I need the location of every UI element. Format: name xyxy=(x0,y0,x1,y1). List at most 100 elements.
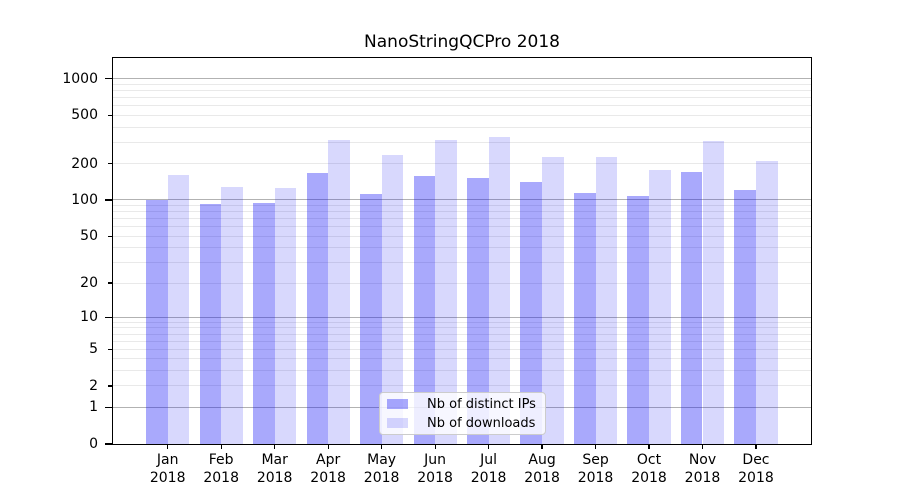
minor-gridline-300 xyxy=(113,141,811,143)
minor-gridline-600 xyxy=(113,105,811,107)
bar-downloads-apr xyxy=(328,139,350,444)
bar-distinct-ips-dec xyxy=(734,190,756,444)
bar-downloads-jul xyxy=(488,137,511,444)
chart-title: NanoStringQCPro 2018 xyxy=(364,32,560,52)
x-tick-nov xyxy=(701,444,704,449)
y-tick-label-50: 50 xyxy=(80,228,98,245)
x-tick-sep xyxy=(594,444,597,449)
bar-downloads-feb xyxy=(221,187,243,444)
y-tick-label-1000: 1000 xyxy=(62,70,98,87)
y-axis: 0 1 2 5 10 20 50 100 200 500 1000 xyxy=(0,58,112,452)
bar-distinct-ips-nov xyxy=(680,172,703,444)
x-tick-may xyxy=(381,444,383,449)
legend-label-downloads: Nb of downloads xyxy=(427,415,536,431)
y-tick-label-0: 0 xyxy=(89,436,98,452)
x-label-jan: Jan 2018 xyxy=(149,452,186,486)
minor-gridline-80 xyxy=(113,211,811,213)
x-tick-apr xyxy=(327,444,329,449)
minor-gridline-700 xyxy=(113,97,811,99)
minor-gridline-60 xyxy=(113,226,811,228)
x-tick-feb xyxy=(220,444,222,449)
minor-gridline-3 xyxy=(113,370,811,372)
minor-gridline-40 xyxy=(113,247,811,249)
y-tick-label-500: 500 xyxy=(71,107,98,124)
y-tick-20 xyxy=(107,282,112,284)
minor-gridline-4 xyxy=(113,358,811,360)
x-label-dec: Dec 2018 xyxy=(738,452,774,486)
bar-distinct-ips-jun xyxy=(413,176,436,444)
y-tick-100 xyxy=(105,199,112,201)
x-label-feb: Feb 2018 xyxy=(203,452,239,486)
minor-gridline-400 xyxy=(113,126,811,128)
minor-gridline-70 xyxy=(113,218,811,220)
major-gridline-1000 xyxy=(113,78,811,80)
major-gridline-100 xyxy=(113,199,811,201)
legend-item-distinct-ips: Nb of distinct IPs xyxy=(387,397,545,412)
bar-distinct-ips-sep xyxy=(573,193,596,444)
major-gridline-10 xyxy=(113,316,811,318)
x-label-aug: Aug 2018 xyxy=(524,452,560,486)
bar-downloads-mar xyxy=(274,188,297,444)
bar-distinct-ips-feb xyxy=(199,204,222,444)
x-tick-aug xyxy=(541,444,543,449)
bar-downloads-dec xyxy=(755,161,778,444)
minor-gridline-7 xyxy=(113,333,811,335)
bar-distinct-ips-oct xyxy=(627,195,649,444)
minor-gridline-50 xyxy=(113,235,811,237)
legend: Nb of distinct IPs Nb of downloads xyxy=(379,392,546,435)
bar-downloads-nov xyxy=(702,140,725,444)
x-label-oct: Oct 2018 xyxy=(631,452,667,486)
x-label-may: May 2018 xyxy=(363,452,400,486)
bar-downloads-oct xyxy=(649,170,671,444)
y-tick-label-100: 100 xyxy=(71,191,98,208)
y-tick-1 xyxy=(105,406,112,408)
x-tick-jan xyxy=(167,444,169,449)
legend-swatch-distinct-ips xyxy=(387,399,408,409)
bar-downloads-jun xyxy=(435,139,457,444)
x-tick-oct xyxy=(648,444,650,449)
bar-distinct-ips-mar xyxy=(253,203,275,444)
bar-distinct-ips-apr xyxy=(306,173,329,444)
bar-downloads-may xyxy=(381,155,404,444)
minor-gridline-8 xyxy=(113,327,811,329)
y-tick-label-1: 1 xyxy=(89,399,98,416)
x-label-sep: Sep 2018 xyxy=(577,452,614,486)
bar-downloads-aug xyxy=(542,156,564,444)
minor-gridline-800 xyxy=(113,90,811,91)
x-label-mar: Mar 2018 xyxy=(256,452,293,486)
x-label-jun: Jun 2018 xyxy=(417,452,453,486)
minor-gridline-9 xyxy=(113,321,811,323)
bar-downloads-sep xyxy=(595,157,618,444)
minor-gridline-20 xyxy=(113,282,811,284)
y-tick-label-10: 10 xyxy=(80,309,98,326)
x-tick-jul xyxy=(487,444,490,449)
minor-gridline-90 xyxy=(113,205,811,206)
y-tick-2 xyxy=(107,385,112,387)
bar-distinct-ips-may xyxy=(360,194,382,444)
y-tick-label-2: 2 xyxy=(89,377,98,394)
minor-gridline-5 xyxy=(113,348,811,350)
minor-gridline-500 xyxy=(113,114,811,116)
y-tick-5 xyxy=(107,348,112,350)
x-tick-mar xyxy=(274,444,276,449)
y-tick-10 xyxy=(105,316,112,318)
x-label-jul: Jul 2018 xyxy=(470,452,507,486)
minor-gridline-200 xyxy=(113,163,811,165)
minor-gridline-30 xyxy=(113,261,811,263)
bar-distinct-ips-jan xyxy=(146,199,168,444)
y-tick-label-200: 200 xyxy=(71,155,98,172)
plot-area xyxy=(112,57,812,445)
y-tick-200 xyxy=(107,162,112,165)
y-tick-50 xyxy=(107,235,112,237)
y-tick-label-5: 5 xyxy=(89,341,98,358)
y-tick-0 xyxy=(105,443,112,445)
minor-gridline-900 xyxy=(113,83,811,85)
legend-item-downloads: Nb of downloads xyxy=(387,416,545,431)
y-tick-1000 xyxy=(105,78,112,80)
bar-downloads-jan xyxy=(167,175,190,444)
bar-distinct-ips-jul xyxy=(466,178,489,444)
legend-label-distinct-ips: Nb of distinct IPs xyxy=(427,396,536,412)
x-label-apr: Apr 2018 xyxy=(310,452,346,486)
legend-swatch-downloads xyxy=(387,418,408,428)
